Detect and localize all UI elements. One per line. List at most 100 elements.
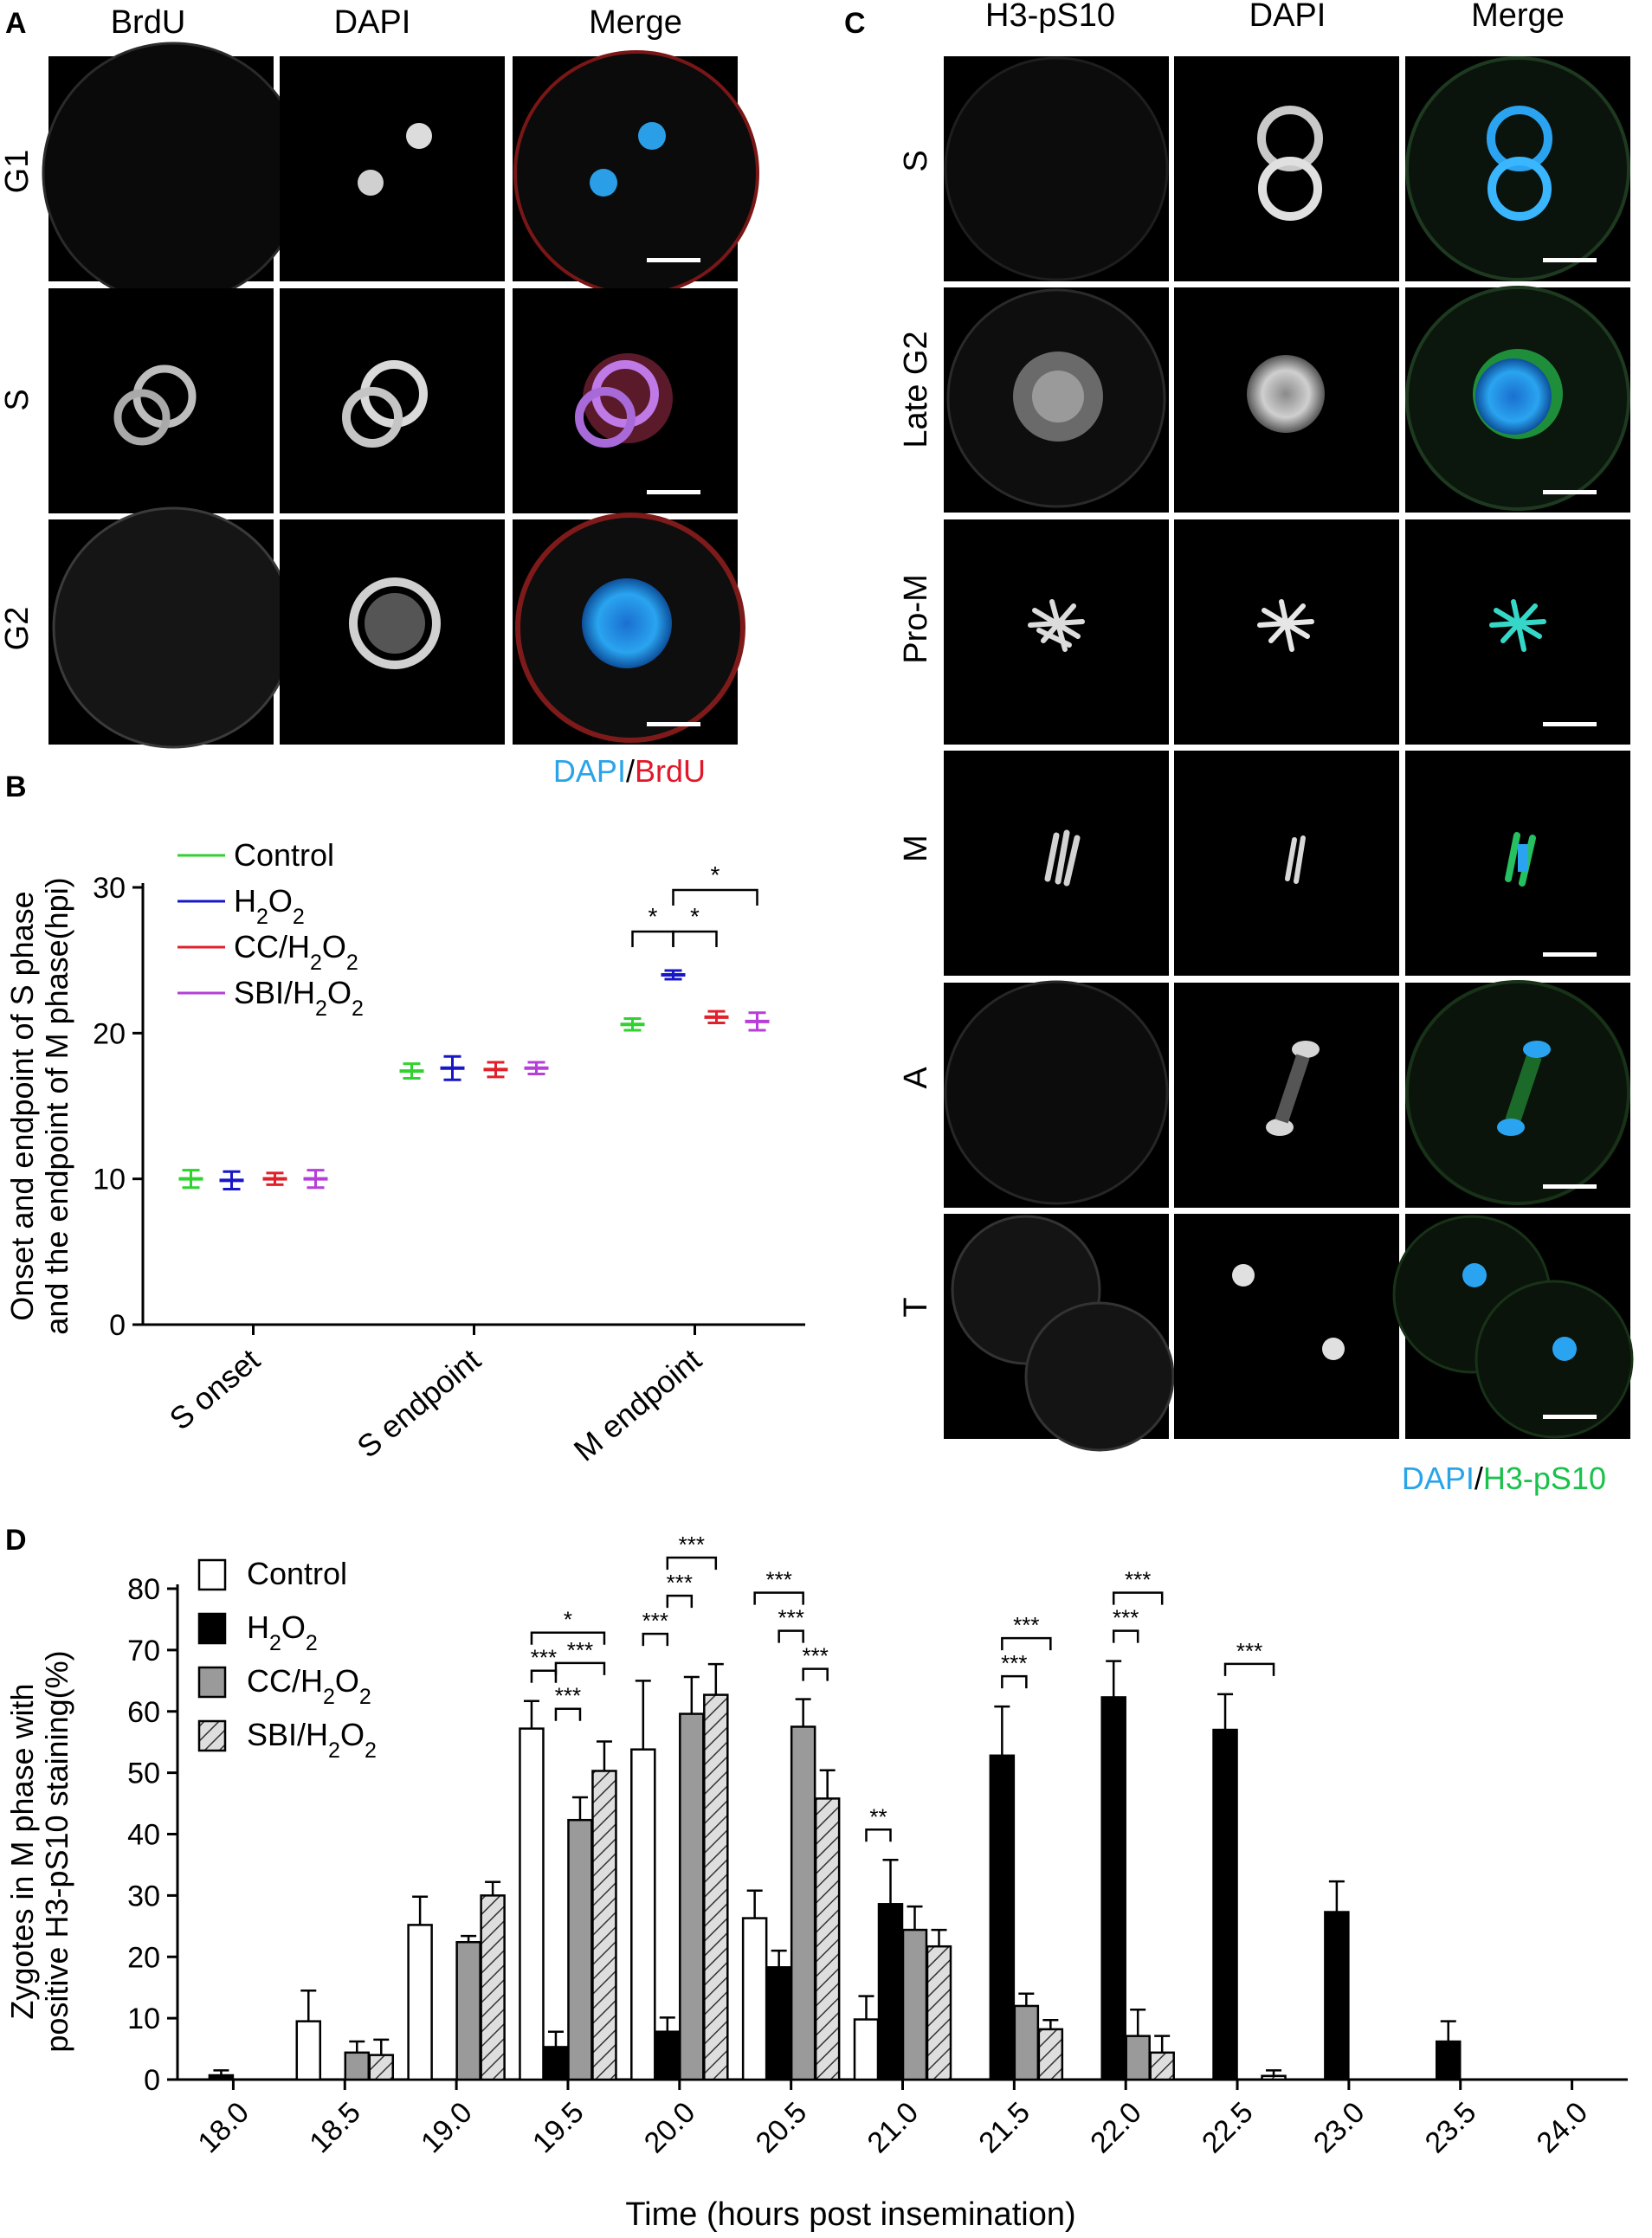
chart-b-ytick-label: 30 <box>93 872 126 905</box>
panel-a-row-g2: G2 <box>0 607 35 651</box>
chart-d-bar <box>877 1903 904 2081</box>
chart-d-sig-label: *** <box>531 1645 557 1671</box>
chart-d-legend-label-sub: 2 <box>359 1685 371 1709</box>
panel-c-col-dapi: DAPI <box>1249 0 1326 34</box>
chart-d-bar <box>655 2030 681 2081</box>
chart-d-xlabel: Time (hours post insemination) <box>625 2196 1075 2233</box>
chart-b-legend-label-sub: 2 <box>310 951 322 975</box>
chart-d-bar <box>368 2054 395 2081</box>
chart-d-legend-label-sub: 2 <box>323 1685 335 1709</box>
chart-d-legend-label-sub: 2 <box>269 1631 281 1655</box>
chart-d-ytick-label: 10 <box>127 2003 160 2035</box>
chart-d-sig-bracket <box>554 1707 582 1721</box>
panel-a-col-dapi: DAPI <box>334 4 411 41</box>
chart-d-sig-bracket <box>530 1669 558 1683</box>
chart-d-legend-label-part: O <box>335 1663 359 1699</box>
chart-d-bar <box>543 2046 569 2081</box>
chart-b-legend-label-sub: 2 <box>256 905 268 929</box>
chart-d-sig-bracket <box>554 1661 606 1675</box>
chart-d-legend-label-part: H <box>247 1609 269 1645</box>
chart-d-bar <box>1261 2074 1287 2081</box>
panel-letter-a: A <box>5 7 27 40</box>
chart-d-legend-label-sub: 2 <box>365 1738 377 1763</box>
chart-b-ylabel-line: Onset and endpoint of S phase <box>4 891 40 1320</box>
chart-d-bar <box>1212 1728 1238 2081</box>
micrograph-c-prom-merge <box>1405 519 1630 745</box>
chart-d-sig-label: *** <box>1236 1638 1262 1664</box>
chart-d-bar <box>853 2018 880 2081</box>
chart-d-bar <box>344 2051 371 2081</box>
chart-b-legend-label: SBI/H2O2 <box>234 975 364 1021</box>
chart-d-sig-bracket <box>865 1828 892 1842</box>
chart-d-bar <box>989 1754 1016 2081</box>
chart-d-ytick-label: 70 <box>127 1635 160 1667</box>
chart-d-legend-label: SBI/H2O2 <box>247 1717 377 1763</box>
caption-c-part-2: / <box>1475 1461 1483 1496</box>
micrograph-c-a-h3 <box>944 980 1169 1208</box>
chart-d-ylabel-line: Zygotes in M phase with <box>4 1683 40 2019</box>
chart-d-legend-label-sub: 2 <box>328 1738 340 1763</box>
micrograph-c-s-merge <box>1405 56 1630 281</box>
chart-d-bar <box>1125 2035 1151 2081</box>
panel-c-row-late-g2: Late G2 <box>898 331 934 448</box>
chart-d-bar <box>480 1894 506 2081</box>
chart-d-sig-label: *** <box>802 1643 828 1669</box>
chart-d-bar <box>407 1924 433 2081</box>
panel-a-col-merge: Merge <box>589 4 682 41</box>
chart-d-sig-bracket <box>1001 1636 1052 1651</box>
chart-d-sig-label: *** <box>642 1608 668 1634</box>
chart-b-sig-label: * <box>649 903 658 930</box>
caption-a-part-2: / <box>626 753 635 789</box>
chart-b-sig-bracket <box>631 930 674 947</box>
panel-a-row-s: S <box>0 389 35 410</box>
chart-d-sig-label: *** <box>1013 1612 1039 1638</box>
chart-d-legend-label-part: Control <box>247 1556 347 1591</box>
panel-c-row-m: M <box>898 835 934 862</box>
chart-d-sig-bracket <box>778 1629 804 1643</box>
chart-d-sig-bracket <box>666 1594 694 1609</box>
chart-b-sig-label: * <box>690 903 700 930</box>
chart-b-sig-bracket <box>672 930 718 947</box>
chart-d-xtick-label: 19.5 <box>526 2096 590 2160</box>
chart-d-sig-label: ** <box>869 1803 887 1829</box>
panel-letter-b: B <box>5 771 27 803</box>
chart-d-legend-label-part: O <box>340 1717 365 1752</box>
micrograph-c-lateg2-merge <box>1405 286 1630 513</box>
panel-a-col-brdu: BrdU <box>111 4 186 41</box>
chart-b-legend-label: Control <box>234 837 334 873</box>
chart-d-bar <box>295 2020 322 2081</box>
chart-d-bar <box>1037 2028 1064 2081</box>
chart-d-sig-bracket <box>802 1667 829 1681</box>
chart-b-legend-label-part: O <box>327 975 352 1010</box>
chart-d-legend-label: Control <box>247 1556 347 1591</box>
chart-b-ylabel: Onset and endpoint of S phaseand the end… <box>4 877 74 1334</box>
chart-b-xtick-label: S endpoint <box>350 1342 487 1465</box>
micrograph-c-lateg2-dapi <box>1174 287 1399 513</box>
chart-d-legend-label-part: SBI/H <box>247 1717 328 1752</box>
chart-d-ytick-label: 80 <box>127 1573 160 1606</box>
chart-d-legend-swatch <box>197 1612 227 1645</box>
chart-b-ytick-label: 0 <box>109 1309 126 1342</box>
chart-b-ytick-label: 10 <box>93 1164 126 1196</box>
chart-d-bar <box>1100 1696 1126 2081</box>
chart-d-sig-bracket <box>753 1591 804 1605</box>
panel-c-row-pro-m: Pro-M <box>898 574 934 663</box>
panel-a-caption: DAPI/BrdU <box>553 753 706 789</box>
panel-c-col-merge: Merge <box>1471 0 1565 34</box>
chart-d-bar <box>1324 1911 1350 2081</box>
chart-d-bar <box>455 1940 481 2081</box>
chart-d-sig-label: *** <box>679 1532 705 1558</box>
chart-d-sig-label: *** <box>1125 1567 1151 1593</box>
chart-d-xtick-label: 23.0 <box>1307 2096 1371 2160</box>
chart-d-ytick-label: 40 <box>127 1819 160 1852</box>
chart-d-sig-bracket <box>1223 1662 1275 1676</box>
chart-d-xtick-label: 20.0 <box>638 2096 702 2160</box>
micrograph-c-m-dapi <box>1174 751 1399 976</box>
micrograph-a-g1-merge <box>513 50 759 296</box>
micrograph-a-g2-brdu <box>48 506 294 749</box>
chart-d-ytick-label: 60 <box>127 1696 160 1729</box>
micrograph-c-a-merge <box>1405 980 1630 1208</box>
panel-letter-c: C <box>844 7 866 40</box>
chart-d-bar <box>208 2074 235 2081</box>
panel-letter-d: D <box>5 1524 27 1557</box>
